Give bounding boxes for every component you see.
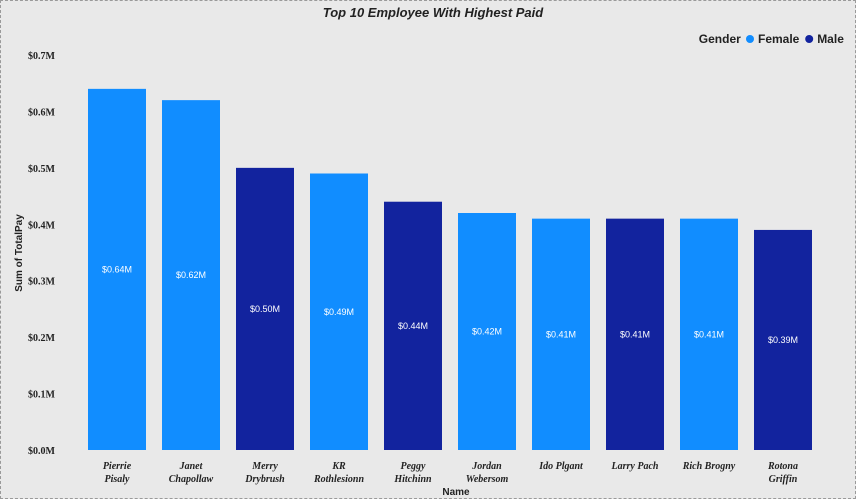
x-tick-label: Jordan Webersom bbox=[466, 461, 509, 485]
bar-value-label: $0.41M bbox=[694, 329, 724, 339]
y-tick-label: $0.7M bbox=[28, 51, 56, 62]
bar-value-label: $0.50M bbox=[250, 304, 280, 314]
y-tick-label: $0.6M bbox=[28, 107, 56, 118]
x-axis: Pierrie Pisaly Janet Chapollaw Merry Drybrush… bbox=[103, 461, 798, 485]
y-axis-title: Sum of TotalPay bbox=[14, 214, 25, 292]
y-tick-label: $0.1M bbox=[28, 390, 56, 401]
y-tick-label: $0.3M bbox=[28, 277, 56, 288]
legend-label: Female bbox=[758, 32, 800, 46]
x-tick-label: Rotona Griffin bbox=[767, 461, 798, 485]
bar-value-label: $0.41M bbox=[620, 329, 650, 339]
bar[interactable] bbox=[88, 88, 146, 450]
bar-value-label: $0.49M bbox=[324, 307, 354, 317]
legend-label: Male bbox=[817, 32, 844, 46]
chart-title: Top 10 Employee With Highest Paid bbox=[323, 5, 544, 20]
bar-value-label: $0.42M bbox=[472, 327, 502, 337]
y-tick-label: $0.5M bbox=[28, 164, 56, 175]
x-axis-title: Name bbox=[442, 487, 470, 498]
x-tick-label: Janet Chapollaw bbox=[169, 461, 214, 485]
bar[interactable] bbox=[310, 173, 368, 451]
bar[interactable] bbox=[236, 167, 294, 450]
bar[interactable] bbox=[532, 218, 590, 450]
legend: Male Female Gender bbox=[699, 32, 844, 46]
y-tick-label: $0.4M bbox=[28, 220, 56, 231]
bar[interactable] bbox=[680, 218, 738, 450]
x-tick-label: KR Rothlesionn bbox=[313, 461, 364, 485]
bar[interactable] bbox=[458, 213, 516, 450]
bar[interactable] bbox=[162, 100, 220, 451]
bar[interactable] bbox=[754, 229, 812, 450]
bar[interactable] bbox=[384, 201, 442, 450]
bar-value-label: $0.44M bbox=[398, 321, 428, 331]
y-tick-label: $0.0M bbox=[28, 446, 56, 457]
bar-value-label: $0.39M bbox=[768, 335, 798, 345]
bar[interactable] bbox=[606, 218, 664, 450]
x-tick-label: Ido Plgant bbox=[538, 461, 584, 472]
bar-value-label: $0.41M bbox=[546, 329, 576, 339]
legend-swatch-icon bbox=[805, 35, 814, 43]
legend-title: Gender bbox=[699, 32, 741, 46]
x-tick-label: Merry Drybrush bbox=[244, 461, 285, 485]
bars: $0.64M $0.62M $0.50M $0.49M $0.44M $0.42M $0.4… bbox=[88, 88, 812, 451]
legend-swatch-icon bbox=[746, 35, 754, 43]
x-tick-label: Peggy Hitchinn bbox=[393, 461, 432, 485]
y-tick-label: $0.2M bbox=[28, 333, 56, 344]
x-tick-label: Pierrie Pisaly bbox=[103, 461, 132, 485]
bar-value-label: $0.64M bbox=[102, 264, 132, 274]
bar-value-label: $0.62M bbox=[176, 270, 206, 280]
x-tick-label: Rich Brogny bbox=[682, 461, 736, 472]
y-axis: $0.0M $0.1M $0.2M $0.3M $0.4M $0.5M $0.6M $0.7M bbox=[28, 51, 56, 457]
x-tick-label: Larry Pach bbox=[611, 461, 659, 472]
